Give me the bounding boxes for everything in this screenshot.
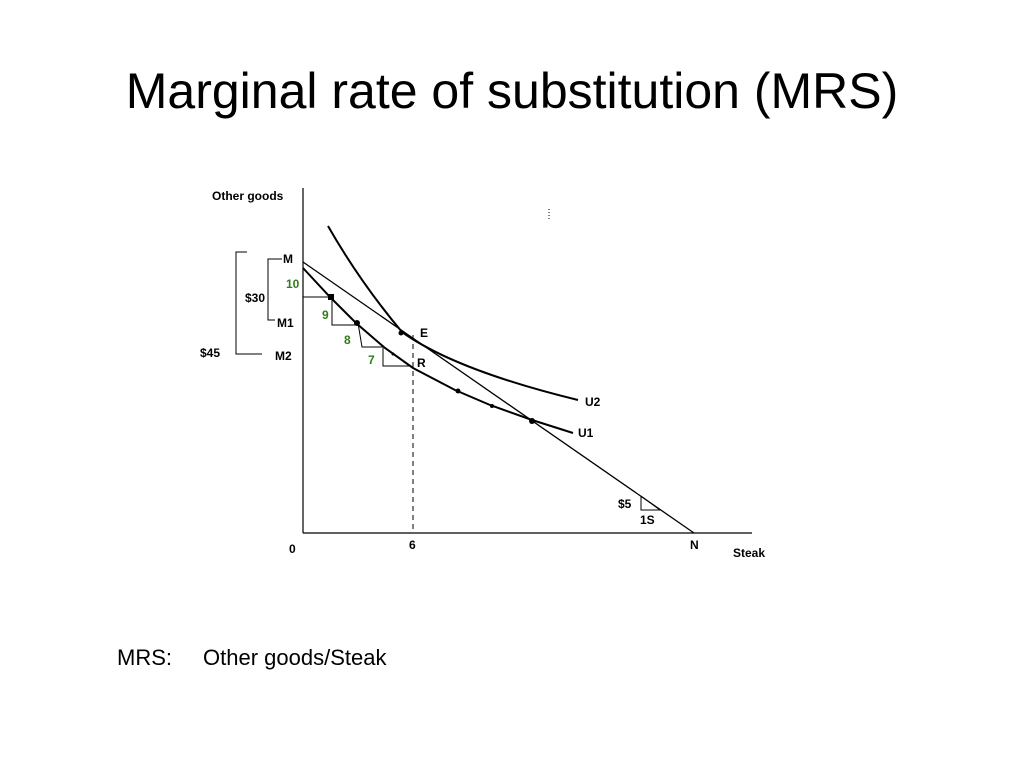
y-axis-label: Other goods xyxy=(212,189,284,203)
mrs-caption: MRS: Other goods/Steak xyxy=(117,645,386,671)
x-tick-6: 6 xyxy=(409,538,416,552)
x-axis-label: Steak xyxy=(733,546,765,560)
bracket-45 xyxy=(235,251,262,355)
step-triangle-9 xyxy=(331,297,358,326)
mrs-caption-text: Other goods/Steak xyxy=(203,645,387,670)
marker-u1-5 xyxy=(490,404,494,408)
step-label-8: 8 xyxy=(344,333,351,347)
bracket-30 xyxy=(267,258,275,321)
bracket-45-label: $45 xyxy=(200,346,220,360)
origin-label: 0 xyxy=(289,542,296,556)
step-label-9: 9 xyxy=(322,308,329,322)
point-m-label: M xyxy=(283,252,293,266)
step-triangle-10 xyxy=(302,262,332,298)
marker-u1-3 xyxy=(391,352,395,356)
step-label-7: 7 xyxy=(368,353,375,367)
indifference-curve-u2 xyxy=(327,225,579,401)
point-n-label: N xyxy=(690,538,699,552)
mrs-caption-label: MRS: xyxy=(117,645,172,670)
price-dollar-label: $5 xyxy=(618,497,632,511)
step-triangle-7 xyxy=(382,348,411,367)
price-unit-label: 1S xyxy=(640,513,655,527)
indifference-curve-u1 xyxy=(302,267,574,434)
step-label-10: 10 xyxy=(286,277,300,291)
price-triangle xyxy=(640,495,662,511)
point-m2-label: M2 xyxy=(275,349,292,363)
point-e xyxy=(398,330,404,336)
marker-u1-6 xyxy=(529,418,535,424)
curve-u2-label: U2 xyxy=(585,395,601,409)
point-e-label: E xyxy=(420,326,428,340)
slide-title: Marginal rate of substitution (MRS) xyxy=(125,63,899,119)
budget-line xyxy=(302,261,695,534)
curve-u1-label: U1 xyxy=(578,426,594,440)
point-m1-label: M1 xyxy=(277,316,294,330)
marker-u1-2 xyxy=(354,320,360,326)
bracket-30-label: $30 xyxy=(245,291,265,305)
marker-u1-1 xyxy=(328,294,334,300)
step-triangle-8 xyxy=(357,322,383,348)
marker-u1-4 xyxy=(455,388,461,394)
point-r-label: R xyxy=(417,356,426,370)
